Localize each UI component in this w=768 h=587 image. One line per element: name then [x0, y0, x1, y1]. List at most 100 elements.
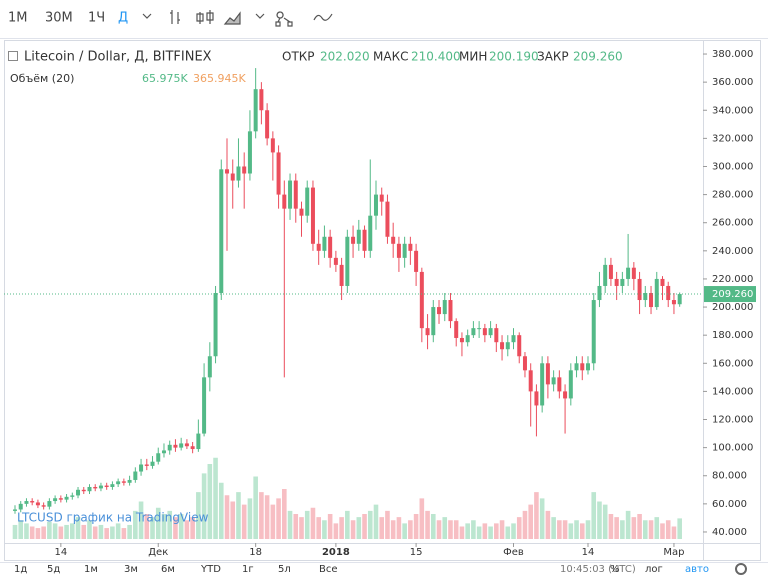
interval-button[interactable]: 1Ч — [88, 11, 105, 26]
candle-body — [580, 363, 585, 371]
candle-body — [368, 215, 373, 251]
volume-bar — [430, 514, 436, 539]
range-button[interactable]: 5д — [47, 564, 60, 575]
candle-body — [396, 243, 401, 258]
candle-body — [305, 187, 310, 216]
volume-bar — [419, 498, 425, 539]
area-icon — [223, 11, 241, 25]
x-tick-label: 14 — [582, 547, 595, 558]
candle-body — [333, 257, 338, 265]
range-button[interactable]: 1д — [14, 564, 27, 575]
volume-bar — [259, 492, 264, 539]
volume-bar — [539, 498, 545, 539]
candle-body — [167, 444, 172, 451]
candle-body — [288, 180, 293, 209]
volume-bar — [24, 523, 29, 539]
volume-bar — [482, 523, 488, 539]
candle-body — [133, 471, 138, 480]
candle-body — [563, 391, 568, 399]
candle-body — [299, 208, 304, 216]
interval-button[interactable]: 30М — [45, 11, 73, 26]
volume-bar — [47, 521, 52, 539]
range-button[interactable]: 6м — [161, 564, 175, 575]
volume-bar — [253, 476, 258, 539]
candle-body — [316, 243, 321, 251]
y-tick-label: 300.000 — [712, 161, 753, 172]
y-tick-label: 120.000 — [712, 415, 753, 426]
candle-body — [351, 236, 356, 244]
range-button[interactable]: YTD — [200, 564, 221, 575]
range-button[interactable]: 5л — [278, 564, 291, 575]
candle-body — [448, 300, 453, 322]
volume-bar — [551, 517, 556, 539]
volume-bar — [155, 507, 161, 539]
volume-bar — [345, 510, 350, 539]
candle-body — [391, 236, 396, 244]
dropdown-icon — [142, 13, 152, 19]
candle-body — [93, 486, 98, 489]
volume-bar — [150, 517, 155, 539]
volume-bar — [196, 492, 201, 539]
y-tick-label: 260.000 — [712, 218, 753, 229]
candles-icon — [196, 10, 214, 24]
volume-bar — [568, 523, 574, 539]
candle-body — [660, 278, 665, 286]
volume-bar — [413, 514, 419, 539]
range-button[interactable]: 1м — [84, 564, 98, 575]
settings-icon[interactable] — [735, 563, 747, 575]
candle-body — [98, 485, 103, 489]
candle-body — [385, 201, 390, 237]
interval-button[interactable]: 1М — [8, 11, 28, 26]
candle-body — [219, 169, 224, 293]
volume-ma-value: 365.945K — [193, 72, 246, 85]
volume-bar — [488, 526, 493, 539]
candle-body — [18, 503, 23, 510]
option-button[interactable]: лог — [645, 564, 663, 575]
toolbar-icons — [142, 10, 333, 27]
volume-bar — [505, 526, 511, 539]
candle-body — [161, 450, 166, 454]
volume-bar — [671, 526, 677, 539]
candle-body — [70, 495, 75, 497]
y-tick-label: 280.000 — [712, 190, 753, 201]
candle-body — [196, 433, 201, 450]
volume-bar — [637, 514, 642, 539]
candle-body — [356, 229, 361, 244]
interval-button[interactable]: Д — [118, 11, 128, 26]
y-tick-label: 320.000 — [712, 133, 753, 144]
indicators-icon — [275, 11, 293, 27]
clock: 10:45:03 (UTC) — [560, 564, 636, 575]
volume-bar — [562, 520, 568, 539]
candle-body — [156, 453, 161, 462]
volume-bar — [350, 520, 356, 539]
volume-bar — [620, 520, 625, 539]
volume-bar — [665, 520, 671, 539]
candle-body — [465, 335, 470, 343]
candle-body — [265, 110, 270, 139]
candle-body — [104, 485, 109, 487]
watermark[interactable]: LTCUSD график на TradingView — [17, 511, 209, 525]
option-button[interactable]: авто — [685, 564, 709, 575]
volume-bar — [574, 520, 579, 539]
range-button[interactable]: 3м — [124, 564, 138, 575]
volume-bar — [516, 517, 522, 539]
candle-body — [35, 502, 40, 506]
volume-bar — [471, 520, 476, 539]
range-button[interactable]: Все — [319, 564, 338, 575]
candle-body — [534, 391, 539, 406]
x-tick-label: Дек — [148, 547, 168, 558]
candle-body — [213, 293, 218, 357]
range-button[interactable]: 1г — [242, 564, 254, 575]
volume-bar — [333, 523, 339, 539]
ohlc-value: 200.190 — [489, 50, 539, 64]
option-button[interactable]: % — [610, 564, 620, 575]
volume-bar — [448, 520, 453, 539]
candle-body — [379, 194, 384, 202]
volume-bar — [476, 526, 482, 539]
candle-body — [345, 236, 350, 286]
volume-bar — [173, 517, 178, 539]
volume-bar — [660, 523, 665, 539]
collapse-icon[interactable] — [8, 51, 18, 61]
volume-bar — [121, 528, 127, 539]
